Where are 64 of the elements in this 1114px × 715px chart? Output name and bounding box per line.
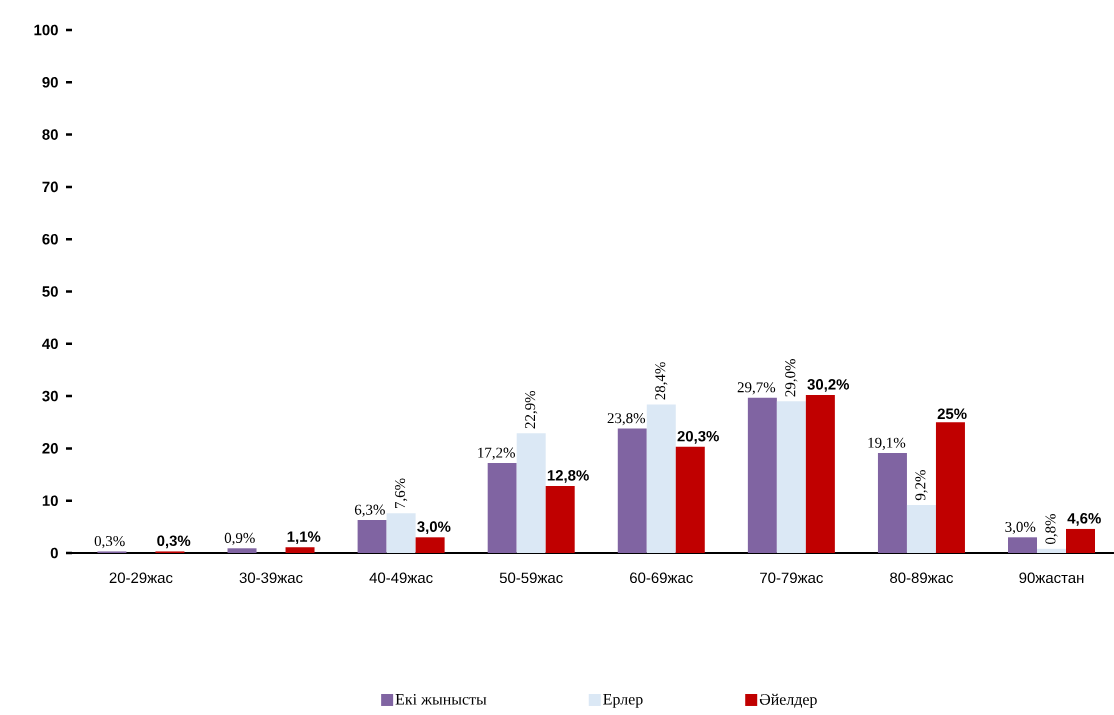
y-tick-label: 0 bbox=[50, 547, 58, 559]
bar bbox=[646, 404, 676, 553]
data-label: 20,3% bbox=[677, 430, 719, 444]
data-label: 28,4% bbox=[655, 362, 668, 400]
x-tick-label: 50-59жас bbox=[499, 572, 563, 584]
data-label: 7,6% bbox=[394, 478, 408, 509]
bar bbox=[1066, 528, 1096, 553]
data-label: 3,0% bbox=[1005, 521, 1036, 535]
x-tick-label: 70-79жас bbox=[760, 572, 823, 584]
bar bbox=[545, 486, 575, 553]
data-label: 23,8% bbox=[607, 413, 646, 426]
data-label: 30,2% bbox=[807, 379, 850, 392]
bar bbox=[935, 422, 965, 553]
data-label: 25% bbox=[937, 408, 967, 420]
data-label: 6,3% bbox=[354, 504, 385, 517]
data-label: 9,2% bbox=[915, 470, 928, 501]
data-label: 29,0% bbox=[785, 359, 798, 397]
data-label: 0,3% bbox=[94, 536, 125, 549]
y-tick-label: 70 bbox=[42, 181, 58, 193]
data-label: 0,3% bbox=[157, 535, 191, 549]
data-label: 1,1% bbox=[287, 531, 321, 545]
bar bbox=[747, 397, 777, 553]
y-tick-label: 10 bbox=[42, 495, 58, 506]
bar bbox=[487, 463, 517, 553]
x-tick-label: 40-49жас bbox=[369, 572, 433, 584]
x-tick-label: 90жастан bbox=[1019, 572, 1084, 584]
bar bbox=[386, 513, 416, 553]
x-tick-label: 30-39жас bbox=[239, 572, 303, 584]
bar bbox=[357, 520, 387, 553]
data-label: 19,1% bbox=[868, 437, 906, 450]
y-tick-label: 80 bbox=[42, 129, 58, 140]
y-tick-label: 50 bbox=[42, 286, 58, 297]
bar bbox=[776, 401, 806, 553]
bar bbox=[877, 453, 907, 553]
x-tick-label: 80-89жас bbox=[890, 572, 954, 584]
bar bbox=[805, 395, 835, 553]
bar bbox=[906, 504, 936, 553]
data-label: 22,9% bbox=[525, 390, 538, 429]
data-label: 3,0% bbox=[417, 521, 451, 535]
bar bbox=[516, 433, 546, 553]
x-tick-label: 60-69жас bbox=[630, 572, 693, 584]
legend-label: Ерлер bbox=[603, 694, 643, 708]
bar bbox=[285, 547, 315, 553]
data-label: 0,9% bbox=[224, 532, 255, 546]
bar bbox=[1008, 537, 1038, 553]
data-label: 17,2% bbox=[478, 447, 515, 460]
legend-label: Екі жынысты bbox=[395, 693, 487, 705]
data-label: 0,8% bbox=[1045, 514, 1058, 545]
y-tick-label: 40 bbox=[42, 338, 58, 350]
legend-label: Әйелдер bbox=[759, 693, 817, 709]
bar bbox=[675, 446, 705, 553]
bar bbox=[617, 428, 647, 553]
data-label: 12,8% bbox=[547, 470, 589, 483]
bar bbox=[415, 537, 445, 553]
bar bbox=[227, 548, 257, 553]
y-tick-label: 90 bbox=[42, 77, 58, 88]
data-label: 29,7% bbox=[737, 382, 776, 395]
data-label: 4,6% bbox=[1067, 512, 1101, 526]
y-tick-label: 100 bbox=[34, 24, 58, 36]
y-tick-label: 20 bbox=[42, 443, 58, 454]
y-tick-label: 30 bbox=[42, 390, 58, 402]
x-tick-label: 20-29жас bbox=[109, 572, 173, 584]
bar bbox=[1037, 548, 1067, 553]
y-tick-label: 60 bbox=[42, 233, 58, 245]
